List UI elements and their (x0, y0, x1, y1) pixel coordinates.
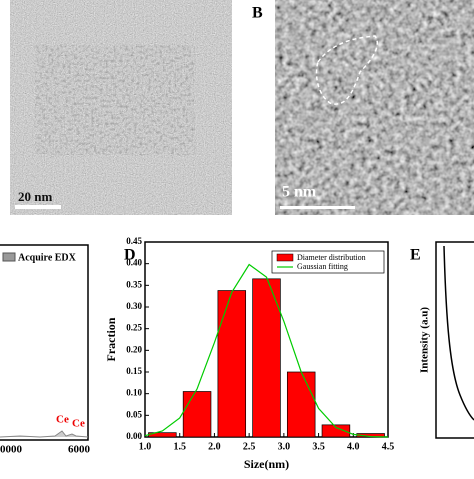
panel-label: D (124, 247, 136, 264)
axis-frame (0, 244, 89, 441)
y-tick-label: 0.45 (126, 236, 142, 246)
scale-bar (280, 206, 355, 209)
y-tick-label: 0.15 (126, 366, 142, 376)
x-tick-label: 6000 (68, 444, 91, 456)
y-tick-label: 0.35 (126, 279, 142, 289)
y-tick-label: 0.00 (126, 431, 142, 441)
y-tick-label: 0.40 (126, 258, 142, 268)
peak-label: Ce (56, 414, 69, 426)
scale-label: 20 nm (18, 189, 52, 204)
x-tick-label: 2.5 (243, 441, 256, 452)
peak-label: Ce (72, 418, 85, 430)
axis-frame (435, 241, 474, 439)
legend-swatch (276, 253, 294, 262)
bar (252, 278, 281, 438)
panel-c: Acquire EDX Ce Ce 0000 6000 (0, 244, 91, 456)
x-tick-label: 1.0 (139, 441, 152, 452)
nanoparticle-cluster (35, 45, 195, 155)
edx-spectrum (0, 430, 89, 438)
x-tick-label: 1.5 (173, 441, 186, 452)
panel-b: 5 nm (275, 0, 474, 215)
scale-label: 5 nm (282, 184, 317, 201)
scale-bar (15, 205, 61, 209)
bar (321, 424, 351, 438)
y-tick-label: 0.30 (126, 301, 142, 311)
x-tick-label: 4.0 (347, 441, 360, 452)
bar (217, 290, 247, 438)
x-axis-label: Size(nm) (244, 457, 289, 471)
legend-label: Acquire EDX (18, 252, 77, 263)
y-tick-label: 0.25 (126, 323, 142, 333)
legend-box (271, 250, 385, 274)
bar (286, 371, 316, 438)
lattice-outline (315, 35, 379, 105)
x-tick-label: 3.0 (278, 441, 291, 452)
y-tick-label: 0.10 (126, 388, 142, 398)
x-tick-label: 0000 (0, 444, 23, 456)
fit-curve (144, 263, 389, 438)
legend-label: Gaussian fitting (297, 262, 348, 271)
x-tick-label: 4.5 (382, 441, 395, 452)
decay-curve (443, 245, 474, 421)
y-axis-label: Intensity (a.u) (419, 307, 431, 373)
x-tick-label: 3.5 (312, 441, 325, 452)
legend-swatch (2, 252, 16, 262)
legend-label: Diameter distribution (297, 253, 366, 262)
y-tick-label: 0.05 (126, 409, 142, 419)
y-axis-label: Fraction (104, 317, 118, 361)
panel-e: E Intensity (a.u) (410, 241, 474, 439)
x-tick-label: 2.0 (208, 441, 221, 452)
panel-a: 20 nm (10, 0, 232, 215)
bar (182, 391, 212, 438)
panel-label: B (252, 5, 263, 22)
panel-label: E (410, 247, 421, 264)
y-tick-label: 0.20 (126, 344, 142, 354)
